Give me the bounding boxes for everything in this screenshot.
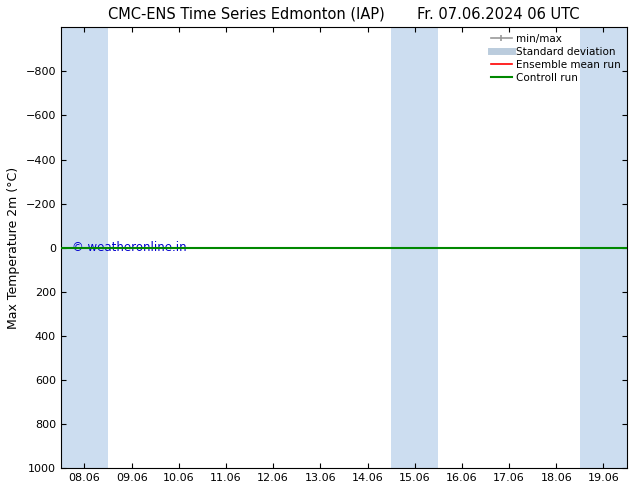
Text: © weatheronline.in: © weatheronline.in <box>72 241 187 254</box>
Bar <box>61 27 108 468</box>
Bar <box>580 27 627 468</box>
Title: CMC-ENS Time Series Edmonton (IAP)       Fr. 07.06.2024 06 UTC: CMC-ENS Time Series Edmonton (IAP) Fr. 0… <box>108 7 579 22</box>
Legend: min/max, Standard deviation, Ensemble mean run, Controll run: min/max, Standard deviation, Ensemble me… <box>487 29 625 87</box>
Bar <box>391 27 438 468</box>
Y-axis label: Max Temperature 2m (°C): Max Temperature 2m (°C) <box>7 167 20 329</box>
